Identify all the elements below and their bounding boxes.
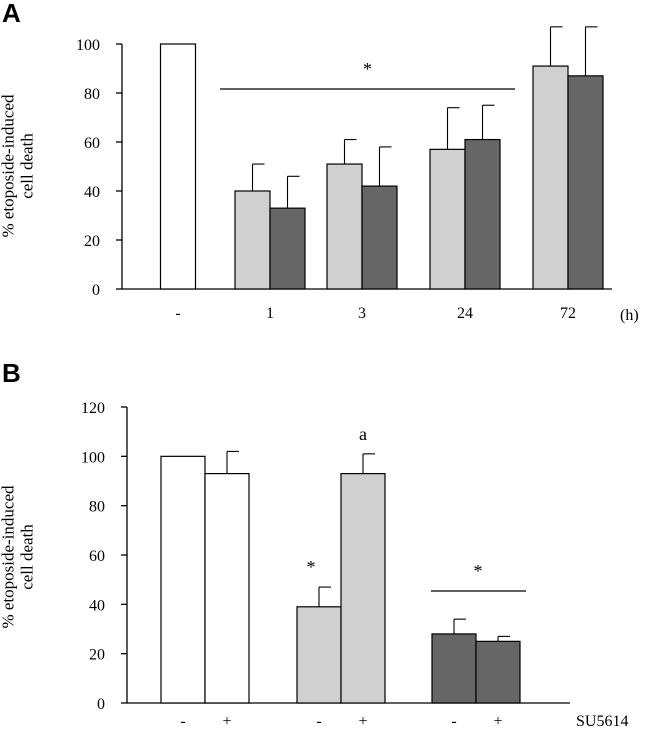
x-tick-label: +: [493, 713, 502, 730]
x-tick-label: 3: [358, 305, 366, 322]
y-tick-label: 40: [89, 597, 105, 614]
panel-b-x-tick-labels: - + - + - +: [180, 713, 502, 730]
y-tick-label: 0: [92, 282, 100, 299]
y-tick-label: 0: [97, 696, 105, 713]
panel-b: B % etoposide-induced cell death 0 20 40 60 8…: [0, 358, 628, 730]
x-tick-label: 1: [266, 305, 274, 322]
panel-b-annotations: *: [431, 561, 526, 592]
y-tick-label: 60: [84, 135, 100, 152]
bar: [160, 455, 206, 704]
x-tick-label: -: [316, 713, 321, 730]
bar: [475, 640, 521, 704]
panel-b-letter: B: [2, 358, 21, 388]
bar: [159, 43, 197, 290]
panel-a-x-unit: (h): [620, 307, 639, 324]
y-tick-label: 80: [84, 86, 100, 103]
x-tick-label: 72: [560, 305, 576, 322]
y-axis-title-line: cell death: [18, 524, 37, 590]
x-tick-label: +: [358, 713, 367, 730]
y-tick-label: 20: [84, 233, 100, 250]
x-tick-label: 24: [457, 305, 473, 322]
bar: [340, 473, 386, 704]
bar: [464, 138, 501, 290]
panel-b-y-axis-title: % etoposide-induced cell death: [0, 485, 37, 629]
bar: [269, 207, 306, 290]
bar: [234, 190, 271, 290]
panel-a-y-axis-title: % etoposide-induced cell death: [0, 94, 37, 238]
significance-mark: *: [363, 59, 372, 79]
x-tick-label: -: [451, 713, 456, 730]
x-tick-label: -: [180, 713, 185, 730]
panel-a-y-ticks: 0 20 40 60 80 100: [76, 37, 122, 299]
panel-a-x-tick-labels: - 1 3 24 72: [175, 305, 576, 322]
x-tick-label: +: [222, 713, 231, 730]
y-tick-label: 100: [76, 37, 100, 54]
panel-a-bars: [159, 26, 604, 290]
y-tick-label: 60: [89, 548, 105, 565]
y-tick-label: 100: [81, 449, 105, 466]
y-tick-label: 80: [89, 499, 105, 516]
bar: [296, 606, 342, 704]
y-tick-label: 40: [84, 184, 100, 201]
y-tick-label: 20: [89, 647, 105, 664]
significance-mark: *: [474, 561, 483, 581]
bar: [429, 148, 466, 290]
bar-mark: *: [307, 557, 316, 577]
panel-a-letter: A: [2, 0, 21, 28]
x-tick-label: -: [175, 305, 180, 322]
panel-a-annotations: *: [220, 59, 515, 90]
bar: [326, 163, 363, 290]
bar: [567, 75, 604, 290]
bar: [532, 65, 569, 290]
bar: [361, 185, 398, 290]
panel-a: A % etoposide-induced cell death 0 20 40 60 8…: [0, 0, 639, 324]
panel-b-bars: *a: [160, 424, 521, 704]
bar-mark: a: [359, 424, 367, 444]
panel-b-x-unit: SU5614: [576, 713, 628, 730]
y-axis-title-line: % etoposide-induced: [0, 94, 18, 238]
bar: [204, 473, 250, 704]
bar: [431, 633, 477, 704]
panel-b-y-ticks: 0 20 40 60 80 100 120: [81, 400, 127, 713]
y-tick-label: 120: [81, 400, 105, 417]
y-axis-title-line: % etoposide-induced: [0, 485, 18, 629]
y-axis-title-line: cell death: [18, 133, 37, 199]
